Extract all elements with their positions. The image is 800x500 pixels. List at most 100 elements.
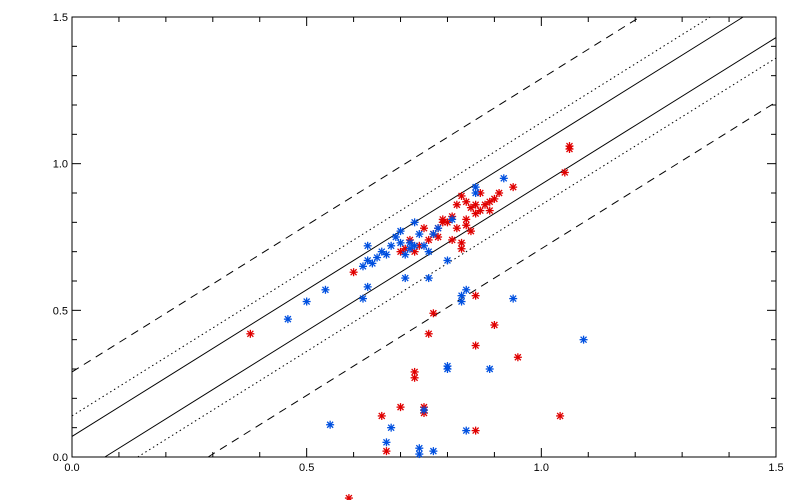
data-point xyxy=(401,274,410,283)
x-tick-label: 1.0 xyxy=(534,462,549,474)
data-point xyxy=(344,494,353,500)
data-point xyxy=(420,224,428,233)
x-tick-label: 0.0 xyxy=(64,462,79,474)
data-point xyxy=(429,447,438,456)
data-point xyxy=(471,189,480,197)
data-point xyxy=(410,218,419,227)
reference-line-dashed xyxy=(207,101,777,458)
data-point xyxy=(471,341,480,350)
data-point xyxy=(415,450,424,459)
reference-line-dotted xyxy=(71,16,711,417)
data-point xyxy=(391,233,400,241)
data-point xyxy=(321,285,330,294)
data-point xyxy=(462,426,471,435)
data-point xyxy=(476,206,485,215)
data-point xyxy=(424,329,433,338)
data-point xyxy=(358,262,367,271)
data-point xyxy=(429,309,438,318)
data-point xyxy=(396,238,405,247)
plot-frame xyxy=(71,16,777,458)
data-point xyxy=(509,294,518,303)
data-points xyxy=(246,142,588,500)
data-point xyxy=(429,230,438,239)
data-point xyxy=(462,197,471,206)
data-point xyxy=(420,406,428,415)
tick-labels: 0.0 0.5 1.0 1.5 0.0 0.5 1.0 1.5 xyxy=(53,12,784,474)
data-point xyxy=(481,200,490,209)
data-point xyxy=(396,227,405,236)
data-point xyxy=(326,420,335,429)
data-point xyxy=(452,224,461,233)
data-point xyxy=(302,297,311,306)
data-point xyxy=(471,209,480,218)
data-point xyxy=(556,411,565,420)
y-tick-label: 0.5 xyxy=(53,305,68,317)
data-point xyxy=(462,221,471,230)
data-point xyxy=(438,218,447,227)
data-point xyxy=(358,294,367,303)
data-point xyxy=(443,256,452,265)
data-point xyxy=(466,227,475,236)
data-point xyxy=(368,259,377,268)
y-tick-label: 0.0 xyxy=(53,452,68,464)
data-point xyxy=(382,250,391,259)
data-point xyxy=(410,247,419,256)
data-point xyxy=(410,241,419,250)
data-point xyxy=(560,168,569,177)
data-point xyxy=(420,241,428,250)
reference-line-solid xyxy=(71,16,744,437)
data-point xyxy=(373,253,382,262)
reference-line-solid xyxy=(104,37,777,458)
reference-line-dashed xyxy=(71,16,641,373)
data-point xyxy=(471,291,480,300)
reference-line-dotted xyxy=(137,57,777,458)
data-point xyxy=(377,247,386,256)
data-point xyxy=(457,244,466,253)
data-point xyxy=(462,285,471,294)
x-tick-label: 1.5 xyxy=(768,462,783,474)
data-point xyxy=(448,235,457,244)
data-point xyxy=(443,365,452,373)
data-point xyxy=(452,200,461,209)
data-point xyxy=(363,282,372,291)
data-point xyxy=(387,241,396,250)
data-point xyxy=(471,426,480,435)
data-point xyxy=(415,230,424,239)
data-point xyxy=(424,235,433,244)
data-point xyxy=(434,224,443,233)
data-point xyxy=(471,183,480,192)
data-point xyxy=(283,315,292,324)
data-point xyxy=(448,215,457,224)
data-point xyxy=(513,353,522,362)
y-tick-label: 1.0 xyxy=(53,159,68,171)
data-point xyxy=(457,297,466,306)
data-point xyxy=(471,200,480,209)
data-point xyxy=(565,142,574,151)
reference-lines xyxy=(71,16,777,458)
data-point xyxy=(490,321,499,329)
data-point xyxy=(401,250,410,259)
data-point xyxy=(509,183,518,192)
y-tick-label: 1.5 xyxy=(53,12,68,24)
data-point xyxy=(246,329,255,338)
data-point xyxy=(377,411,386,420)
axis-ticks xyxy=(71,16,777,458)
data-point xyxy=(410,373,419,382)
x-tick-label: 0.5 xyxy=(299,462,314,474)
data-point xyxy=(349,268,358,277)
data-point xyxy=(485,206,494,215)
data-point xyxy=(424,247,433,256)
data-point xyxy=(485,365,494,373)
data-point xyxy=(499,174,508,183)
data-point xyxy=(457,191,466,200)
data-point xyxy=(462,215,471,224)
data-point xyxy=(363,241,372,250)
data-point xyxy=(495,189,504,197)
data-point xyxy=(382,447,391,456)
data-point xyxy=(387,423,396,432)
data-point xyxy=(424,274,433,283)
data-point xyxy=(396,403,405,412)
data-point xyxy=(579,335,588,344)
data-point xyxy=(382,438,391,447)
